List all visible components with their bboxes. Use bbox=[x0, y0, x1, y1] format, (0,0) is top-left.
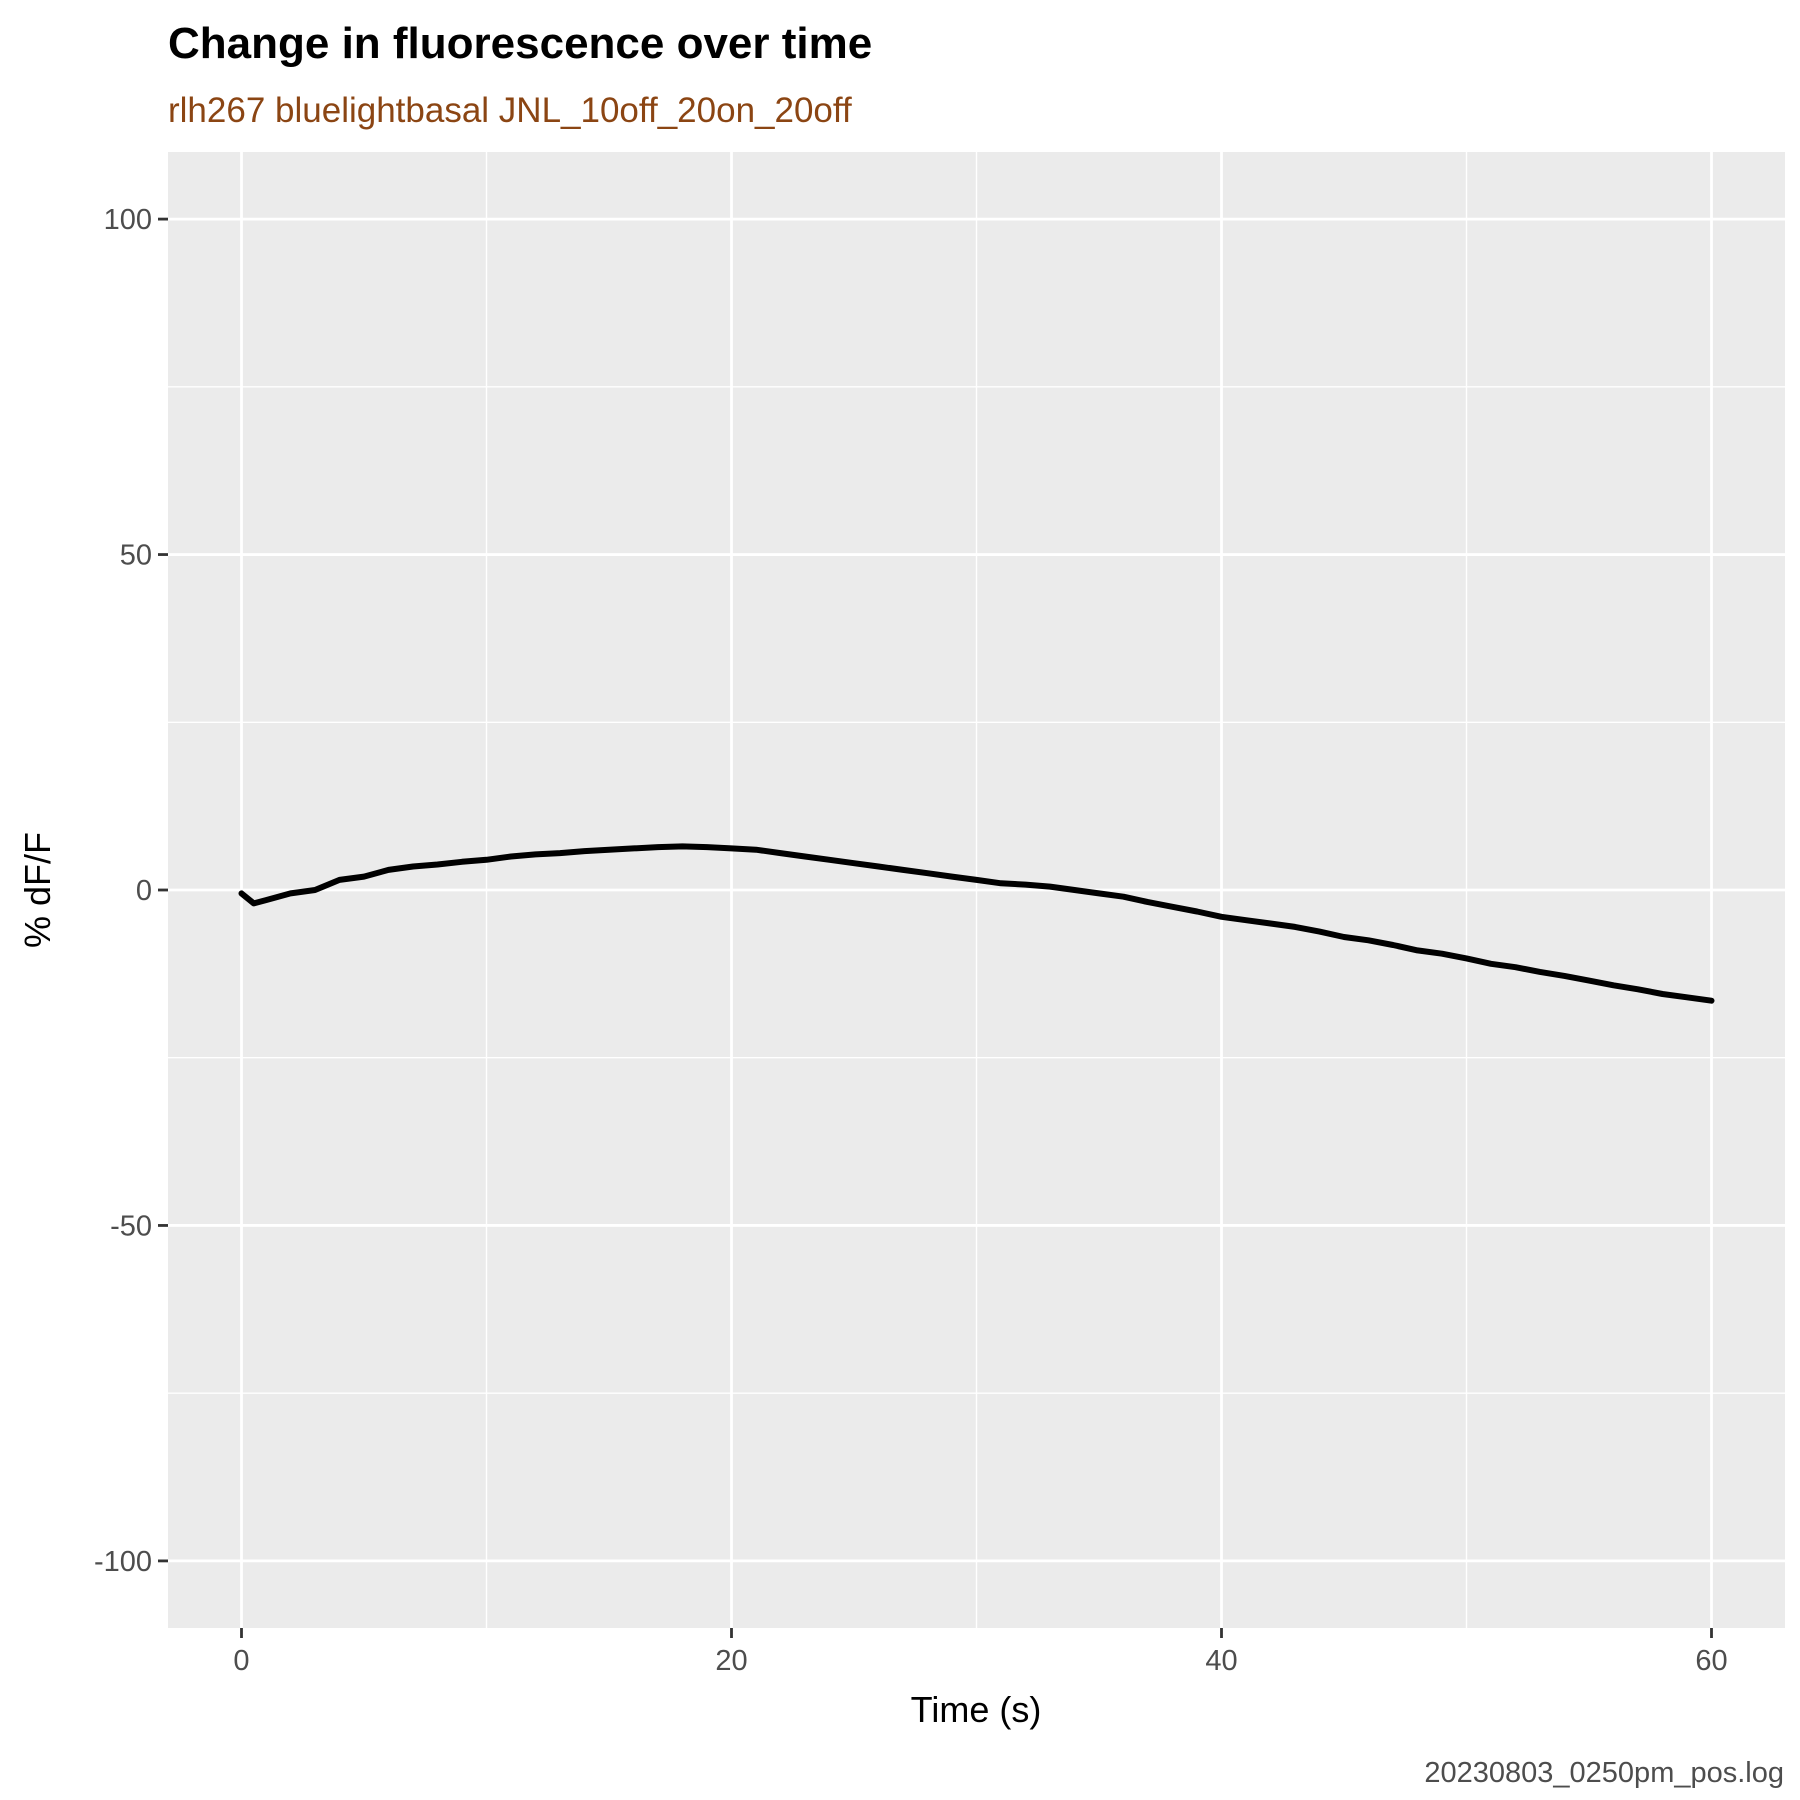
x-axis: 0 20 40 60 bbox=[233, 1628, 1728, 1677]
x-tick-label: 60 bbox=[1695, 1645, 1727, 1677]
x-tick-label: 40 bbox=[1205, 1645, 1237, 1677]
series-line bbox=[238, 843, 1715, 1004]
y-tick-label: 50 bbox=[120, 540, 152, 572]
y-tick-label: -50 bbox=[110, 1210, 152, 1242]
x-tick-label: 0 bbox=[233, 1645, 249, 1677]
chart-title: Change in fluorescence over time bbox=[168, 19, 872, 68]
y-tick-label: -100 bbox=[94, 1546, 152, 1578]
x-tick-label: 20 bbox=[715, 1645, 747, 1677]
chart-caption: 20230803_0250pm_pos.log bbox=[1424, 1757, 1784, 1789]
y-tick-label: 0 bbox=[136, 875, 152, 907]
y-axis: -100 -50 0 50 100 bbox=[94, 204, 168, 1578]
y-axis-title: % dF/F bbox=[17, 832, 58, 948]
major-gridlines bbox=[168, 152, 1785, 1628]
chart-subtitle: rlh267 bluelightbasal JNL_10off_20on_20o… bbox=[168, 91, 852, 130]
x-axis-title: Time (s) bbox=[911, 1689, 1042, 1730]
y-tick-label: 100 bbox=[104, 204, 152, 236]
